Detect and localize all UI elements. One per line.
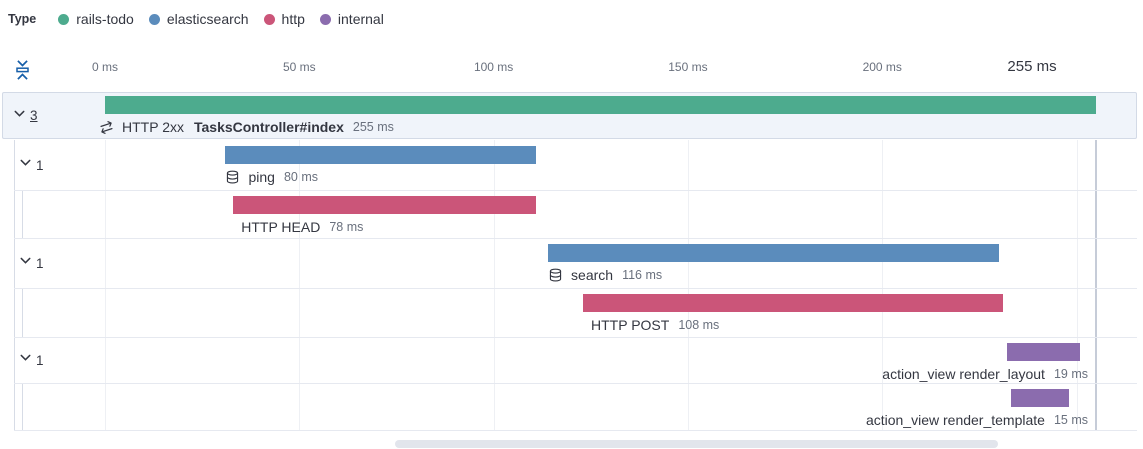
accordion-toggle-transaction-taskscontroller-index[interactable]: 3	[12, 92, 38, 139]
legend-item-elasticsearch: elasticsearch	[148, 11, 249, 27]
span-name: action_view render_layout	[882, 366, 1045, 382]
span-name: HTTP POST	[591, 317, 670, 333]
axis-tick-label: 200 ms	[862, 60, 902, 74]
span-http-post-bar[interactable]	[583, 294, 1003, 312]
axis-total-duration-label: 255 ms	[1007, 58, 1057, 75]
legend-dot-icon	[58, 13, 70, 25]
transaction-icon	[99, 120, 114, 135]
span-duration: 116 ms	[622, 268, 663, 282]
transaction-result: HTTP 2xx	[122, 119, 184, 135]
waterfall-row-transaction-taskscontroller-index: 3 HTTP 2xx TasksController#index 255 ms	[0, 92, 1143, 139]
waterfall-row-span-search: 1 search 116 ms	[0, 238, 1143, 288]
waterfall-row-span-action-view-render-template: action_view render_template 15 ms	[0, 383, 1143, 430]
database-icon	[225, 170, 240, 185]
chevron-down-icon	[12, 106, 27, 126]
legend-item-rails-todo: rails-todo	[58, 11, 134, 27]
legend-dot-icon	[319, 13, 331, 25]
row-separator	[14, 238, 1137, 239]
horizontal-scrollbar-thumb[interactable]	[395, 440, 998, 448]
span-duration: 80 ms	[283, 170, 318, 184]
span-search-label: search 116 ms	[548, 266, 662, 284]
axis-tick-label: 100 ms	[473, 60, 514, 74]
waterfall-row-span-http-post: HTTP POST 108 ms	[0, 288, 1143, 337]
transaction-taskscontroller-index-bar[interactable]	[105, 96, 1096, 114]
span-ping-bar[interactable]	[225, 146, 537, 164]
timeline-gridline	[299, 140, 301, 430]
legend-item-label: rails-todo	[76, 11, 134, 27]
chevron-down-icon	[18, 253, 33, 273]
row-separator	[14, 430, 1137, 431]
type-legend: Type rails-todo elasticsearch http internal	[8, 8, 399, 30]
legend-dot-icon	[263, 13, 275, 25]
legend-item-label: internal	[337, 11, 384, 27]
collapse-all-button[interactable]	[9, 56, 35, 84]
span-name: HTTP HEAD	[241, 219, 321, 235]
legend-item-internal: internal	[319, 11, 384, 27]
timeline-gridline	[1076, 140, 1078, 430]
waterfall-row-span-ping: 1 ping 80 ms	[0, 140, 1143, 190]
span-action-view-render-layout-label: action_view render_layout 19 ms	[882, 365, 1088, 383]
span-duration: 255 ms	[352, 120, 394, 134]
trace-end-line	[1095, 140, 1097, 430]
row-separator	[14, 288, 1137, 289]
axis-tick-label: 50 ms	[282, 60, 316, 74]
row-separator	[14, 383, 1137, 384]
waterfall-row-span-action-view-render-layout: 1 action_view render_layout 19 ms	[0, 337, 1143, 383]
axis-tick-label: 0 ms	[91, 60, 119, 74]
fold-icon	[15, 60, 29, 80]
span-name: action_view render_template	[865, 412, 1045, 428]
axis-tick-label: 150 ms	[668, 60, 708, 74]
timeline-gridline	[687, 140, 689, 430]
span-http-post-label: HTTP POST 108 ms	[591, 316, 719, 334]
waterfall-row-span-http-head: HTTP HEAD 78 ms	[0, 190, 1143, 238]
span-http-head-bar[interactable]	[233, 196, 537, 214]
span-name: TasksController#index	[193, 119, 344, 135]
accordion-left-border	[14, 140, 15, 430]
legend-item-label: elasticsearch	[166, 11, 249, 27]
child-count: 3	[30, 108, 38, 123]
span-http-head-label: HTTP HEAD 78 ms	[241, 218, 363, 236]
span-duration: 19 ms	[1053, 367, 1088, 381]
span-action-view-render-layout-bar[interactable]	[1006, 343, 1081, 361]
accordion-left-border	[22, 288, 23, 337]
span-ping-label: ping 80 ms	[225, 168, 318, 186]
child-count: 1	[36, 157, 44, 173]
accordion-left-border	[22, 383, 23, 430]
accordion-toggle-span-action-view-render-layout[interactable]: 1	[18, 337, 44, 383]
chevron-down-icon	[18, 155, 33, 175]
span-duration: 78 ms	[329, 220, 364, 234]
transaction-taskscontroller-index-label: HTTP 2xx TasksController#index 255 ms	[99, 118, 394, 136]
accordion-toggle-span-ping[interactable]: 1	[18, 140, 44, 190]
child-count: 1	[36, 255, 44, 271]
legend-item-http: http	[263, 11, 305, 27]
database-icon	[548, 268, 563, 283]
child-count: 1	[36, 352, 44, 368]
row-separator	[14, 190, 1137, 191]
span-name: ping	[248, 169, 275, 185]
timeline-gridline	[882, 140, 884, 430]
span-search-bar[interactable]	[548, 244, 999, 262]
span-duration: 108 ms	[678, 318, 720, 332]
timeline-gridline	[105, 140, 106, 430]
span-duration: 15 ms	[1053, 413, 1088, 427]
accordion-left-border	[22, 190, 23, 238]
span-action-view-render-template-label: action_view render_template 15 ms	[866, 411, 1088, 429]
legend-title: Type	[8, 12, 37, 26]
chevron-down-icon	[18, 350, 33, 370]
accordion-toggle-span-search[interactable]: 1	[18, 238, 44, 288]
legend-dot-icon	[148, 13, 160, 25]
span-action-view-render-template-bar[interactable]	[1010, 389, 1069, 407]
legend-item-label: http	[281, 11, 305, 27]
timeline-gridline	[493, 140, 495, 430]
row-separator	[14, 337, 1137, 338]
span-name: search	[571, 267, 614, 283]
